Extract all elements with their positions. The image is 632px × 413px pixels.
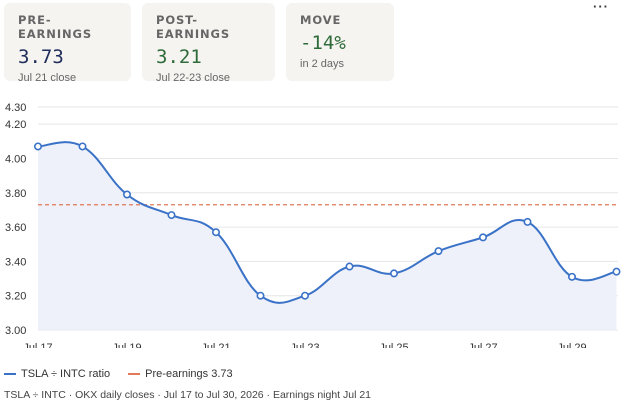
data-point — [478, 233, 487, 242]
y-tick-label: 4.30 — [5, 102, 26, 114]
x-tick-label: Jul 23 — [290, 342, 319, 348]
x-axis: Jul 17 Jul 19 Jul 21 Jul 23 Jul 25 Jul 27 Jul … — [23, 342, 586, 348]
legend-swatch — [4, 373, 16, 375]
x-tick-label: Jul 17 — [23, 342, 52, 348]
data-point — [78, 142, 87, 151]
chart-area — [38, 142, 617, 330]
data-point — [212, 228, 221, 237]
y-tick-label: 3.80 — [5, 188, 26, 200]
stat-card-label: PRE-EARNINGS — [18, 13, 93, 41]
y-tick-label: 4.20 — [5, 119, 26, 131]
data-point — [300, 291, 309, 300]
data-point — [434, 247, 443, 256]
legend-label: TSLA ÷ INTC ratio — [21, 368, 111, 380]
data-point — [33, 142, 42, 151]
stat-card-label: POST-EARNINGS — [156, 13, 231, 41]
x-tick-label: Jul 27 — [468, 342, 497, 348]
stat-card-value: 3.21 — [156, 46, 202, 68]
x-tick-label: Jul 21 — [201, 342, 230, 348]
legend-swatch — [128, 373, 141, 375]
chart-legend: TSLA ÷ INTC ratio Pre-earnings 3.73 — [4, 368, 233, 380]
more-horizontal-icon[interactable]: ··· — [593, 0, 609, 14]
stat-card-value: 3.73 — [18, 46, 64, 68]
data-point — [612, 267, 621, 276]
x-tick-label: Jul 19 — [112, 342, 141, 348]
data-point — [523, 217, 532, 226]
stat-card-label: MOVE — [300, 13, 342, 27]
stat-card-subtext: in 2 days — [300, 58, 345, 70]
legend-item-pre-earnings[interactable]: Pre-earnings 3.73 — [128, 368, 233, 380]
chart-caption: TSLA ÷ INTC · OKX daily closes · Jul 17 … — [4, 389, 372, 401]
y-tick-label: 4.00 — [5, 153, 26, 165]
y-tick-label: 3.20 — [5, 291, 26, 303]
legend-label: Pre-earnings 3.73 — [145, 368, 233, 380]
series-area-fill — [38, 142, 617, 330]
legend-item-ratio[interactable]: TSLA ÷ INTC ratio — [4, 368, 110, 380]
y-tick-label: 3.60 — [5, 222, 26, 234]
stat-card-subtext: Jul 22-23 close — [156, 72, 230, 84]
stat-card-post-earnings: POST-EARNINGS 3.21 Jul 22-23 close — [142, 3, 275, 84]
x-tick-label: Jul 25 — [379, 342, 408, 348]
stat-card-pre-earnings: PRE-EARNINGS 3.73 Jul 21 close — [4, 3, 131, 84]
x-tick-label: Jul 29 — [557, 342, 586, 348]
data-point — [389, 269, 398, 278]
data-point — [167, 211, 176, 220]
y-axis: 3.00 3.20 3.40 3.60 3.80 4.00 4.20 4.30 — [5, 102, 26, 337]
ratio-line-chart: 3.003.203.403.603.804.004.204.30 Jul 17 J… — [5, 102, 621, 348]
data-point — [123, 190, 132, 199]
y-tick-label: 3.00 — [5, 325, 26, 337]
data-point — [256, 291, 265, 300]
data-point — [567, 272, 576, 281]
stat-card-subtext: Jul 21 close — [18, 72, 77, 84]
stat-card-move: MOVE -14% in 2 days — [286, 3, 394, 81]
data-point — [345, 262, 354, 271]
y-tick-label: 3.40 — [5, 256, 26, 268]
stat-card-value: -14% — [300, 32, 346, 54]
chart-points — [33, 142, 621, 300]
